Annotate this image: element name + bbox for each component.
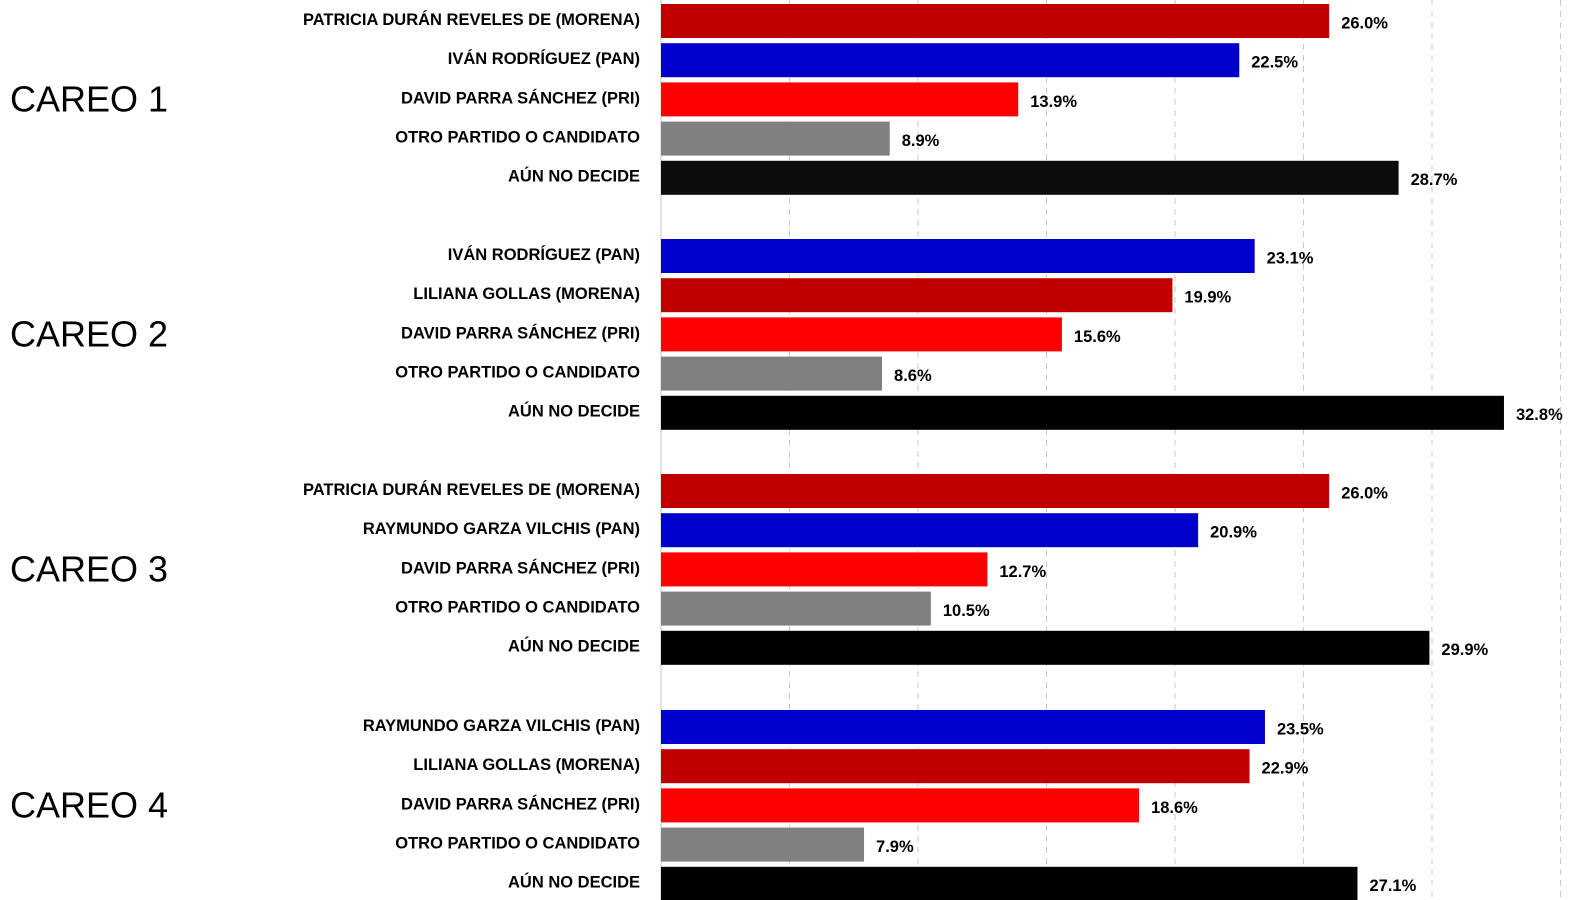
category-label: IVÁN RODRÍGUEZ (PAN) xyxy=(448,49,640,68)
value-label: 8.9% xyxy=(902,132,940,150)
careo-title: CAREO 2 xyxy=(10,313,168,354)
value-label: 26.0% xyxy=(1341,14,1388,32)
bar xyxy=(661,356,883,391)
value-label: 7.9% xyxy=(876,838,914,856)
bar xyxy=(661,591,931,626)
category-label: RAYMUNDO GARZA VILCHIS (PAN) xyxy=(363,520,640,538)
careo-title: CAREO 3 xyxy=(10,548,168,589)
category-label: RAYMUNDO GARZA VILCHIS (PAN) xyxy=(363,717,640,735)
category-label: PATRICIA DURÁN REVELES DE (MORENA) xyxy=(303,480,640,499)
value-label: 22.5% xyxy=(1251,54,1298,72)
value-label: 28.7% xyxy=(1411,171,1458,189)
value-label: 18.6% xyxy=(1151,799,1198,817)
category-label: DAVID PARRA SÁNCHEZ (PRI) xyxy=(401,794,640,813)
category-label: OTRO PARTIDO O CANDIDATO xyxy=(395,363,640,381)
category-label: AÚN NO DECIDE xyxy=(508,402,640,421)
bar xyxy=(661,395,1504,430)
careo-title: CAREO 4 xyxy=(10,784,168,825)
value-label: 19.9% xyxy=(1184,289,1231,307)
bar xyxy=(661,827,865,862)
bar xyxy=(661,630,1430,665)
value-label: 22.9% xyxy=(1262,760,1309,778)
bars-layer xyxy=(661,4,1504,900)
bar xyxy=(661,552,988,587)
value-label: 12.7% xyxy=(999,563,1046,581)
category-label: PATRICIA DURÁN REVELES DE (MORENA) xyxy=(303,10,640,29)
bar xyxy=(661,239,1255,273)
category-label: DAVID PARRA SÁNCHEZ (PRI) xyxy=(401,558,640,577)
bar xyxy=(661,710,1265,744)
bar xyxy=(661,82,1019,117)
bar xyxy=(661,278,1173,313)
bar xyxy=(661,749,1250,784)
bar xyxy=(661,317,1062,352)
value-label: 10.5% xyxy=(943,602,990,620)
category-label: DAVID PARRA SÁNCHEZ (PRI) xyxy=(401,88,640,107)
category-label: LILIANA GOLLAS (MORENA) xyxy=(413,285,640,303)
category-label: OTRO PARTIDO O CANDIDATO xyxy=(395,834,640,852)
bar xyxy=(661,4,1330,38)
bar xyxy=(661,788,1140,823)
category-label: AÚN NO DECIDE xyxy=(508,167,640,186)
value-label: 15.6% xyxy=(1074,328,1121,346)
category-label: OTRO PARTIDO O CANDIDATO xyxy=(395,128,640,146)
value-label: 26.0% xyxy=(1341,484,1388,502)
value-label: 8.6% xyxy=(894,367,932,385)
bar xyxy=(661,474,1330,508)
bar xyxy=(661,43,1240,78)
value-label: 20.9% xyxy=(1210,524,1257,542)
category-label: OTRO PARTIDO O CANDIDATO xyxy=(395,598,640,616)
value-label: 29.9% xyxy=(1441,641,1488,659)
bar xyxy=(661,121,890,156)
category-label: AÚN NO DECIDE xyxy=(508,637,640,656)
category-label: AÚN NO DECIDE xyxy=(508,873,640,892)
bar xyxy=(661,513,1199,548)
bar xyxy=(661,866,1358,900)
value-label: 23.1% xyxy=(1267,249,1314,267)
bar xyxy=(661,160,1399,195)
category-label: IVÁN RODRÍGUEZ (PAN) xyxy=(448,245,640,264)
value-label: 27.1% xyxy=(1369,877,1416,895)
careo-title: CAREO 1 xyxy=(10,78,168,119)
category-label: LILIANA GOLLAS (MORENA) xyxy=(413,756,640,774)
value-label: 23.5% xyxy=(1277,720,1324,738)
category-label: DAVID PARRA SÁNCHEZ (PRI) xyxy=(401,323,640,342)
labels-layer: CAREO 1 PATRICIA DURÁN REVELES DE (MORENA… xyxy=(10,10,1563,895)
value-label: 32.8% xyxy=(1516,406,1563,424)
value-label: 13.9% xyxy=(1030,93,1077,111)
